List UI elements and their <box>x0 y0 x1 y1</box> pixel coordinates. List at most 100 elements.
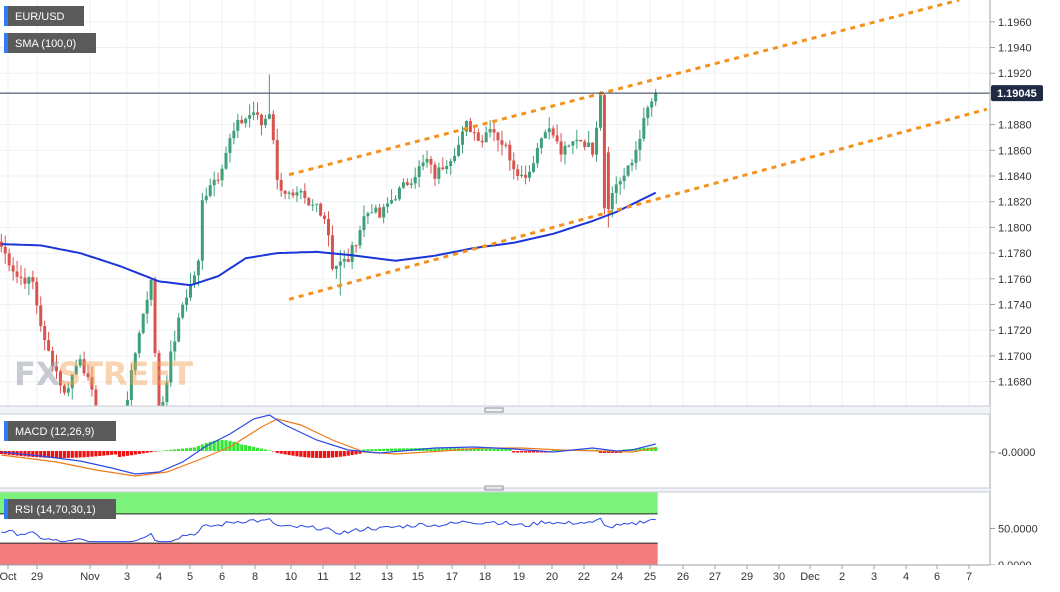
macd-histogram-bar <box>492 448 496 451</box>
candle-body <box>583 141 587 147</box>
candle-body <box>531 163 535 172</box>
instrument-badge-label[interactable]: EUR/USD <box>15 11 65 23</box>
sma-badge-label[interactable]: SMA (100,0) <box>15 38 76 50</box>
macd-histogram-bar <box>322 451 327 458</box>
macd-histogram-bar <box>362 449 366 451</box>
macd-histogram-bar <box>539 451 543 453</box>
macd-histogram-bar <box>110 451 114 455</box>
candle-body <box>177 317 181 342</box>
macd-histogram-bar <box>279 451 283 454</box>
price-axis-label: 1.1880 <box>998 120 1032 132</box>
time-axis-label: 3 <box>871 571 877 583</box>
candle-body <box>330 235 334 269</box>
candle-body <box>31 277 35 282</box>
candle-body <box>192 275 196 285</box>
price-axis-label: 1.1680 <box>998 377 1032 389</box>
candle-body <box>374 207 378 213</box>
macd-histogram-bar <box>165 450 169 451</box>
candle-body <box>208 185 212 196</box>
macd-histogram-bar <box>102 451 106 456</box>
pane-resize-handle[interactable] <box>484 407 504 413</box>
candle-body <box>626 165 630 176</box>
macd-histogram-bar <box>555 449 559 451</box>
macd-histogram-bar <box>181 448 185 451</box>
macd-histogram-bar <box>354 451 358 455</box>
candle-body <box>220 168 224 181</box>
macd-histogram-bar <box>303 451 307 458</box>
candle-body <box>543 132 547 139</box>
candle-body <box>279 179 283 191</box>
macd-histogram-bar <box>78 451 82 458</box>
time-axis-label: 22 <box>578 571 590 583</box>
candle-body <box>137 332 141 354</box>
candle-body <box>47 340 51 351</box>
candle-body <box>547 128 551 133</box>
macd-histogram-bar <box>338 451 342 457</box>
candle-body <box>256 112 260 115</box>
candle-body <box>484 132 488 143</box>
candle-body <box>362 216 366 231</box>
candle-body <box>441 167 445 170</box>
macd-histogram-bar <box>476 448 480 451</box>
candle-body <box>610 192 614 210</box>
candle-body <box>66 388 70 393</box>
candle-body <box>15 271 19 277</box>
macd-histogram-bar <box>311 451 315 458</box>
rsi-badge-label[interactable]: RSI (14,70,30,1) <box>15 504 96 516</box>
channel-lower-line <box>288 107 988 301</box>
macd-histogram-bar <box>200 444 204 451</box>
candle-body <box>189 284 193 298</box>
time-axis-label: 10 <box>285 571 297 583</box>
price-axis-label: 1.1780 <box>998 248 1032 260</box>
candle-body <box>252 112 256 116</box>
main-plot-bg <box>0 0 990 406</box>
candle-body <box>196 260 200 276</box>
macd-histogram-bar <box>425 448 429 451</box>
candle-body <box>591 142 595 155</box>
macd-line <box>1 414 656 475</box>
macd-histogram-bar <box>500 449 504 451</box>
candle-body <box>598 95 602 128</box>
time-axis-label: 29 <box>741 571 753 583</box>
candle-body <box>54 366 58 372</box>
macd-histogram-bar <box>299 451 303 457</box>
rsi-badge-accent <box>4 499 8 519</box>
macd-histogram-bar <box>504 449 508 451</box>
candle-body <box>169 351 173 383</box>
price-axis-label: 1.1920 <box>998 68 1032 80</box>
macd-histogram-bar <box>196 446 200 451</box>
candle-body <box>11 265 15 272</box>
macd-histogram-bar <box>216 440 220 451</box>
candle-body <box>587 142 591 147</box>
macd-histogram-bar <box>602 451 607 453</box>
candle-body <box>82 359 86 374</box>
candle-body <box>204 195 208 201</box>
time-axis-label: 6 <box>219 571 225 583</box>
candle-body <box>3 246 7 254</box>
macd-histogram-bar <box>468 448 472 451</box>
macd-histogram-bar <box>35 451 39 458</box>
candle-body <box>323 215 327 219</box>
macd-histogram-bar <box>141 451 145 454</box>
macd-histogram-bar <box>157 451 161 452</box>
macd-histogram-bar <box>535 451 540 453</box>
candle-body <box>480 140 484 143</box>
time-axis-label: Dec <box>800 571 820 583</box>
candle-body <box>453 155 457 162</box>
macd-histogram-bar <box>638 448 642 451</box>
candle-body <box>216 179 220 181</box>
candle-body <box>528 171 532 178</box>
macd-histogram-bar <box>74 451 78 458</box>
candle-body <box>259 114 263 126</box>
candle-body <box>58 371 62 386</box>
candle-body <box>386 203 390 207</box>
time-axis-label: 6 <box>934 571 940 583</box>
candle-body <box>449 161 453 166</box>
pane-resize-handle[interactable] <box>484 485 504 491</box>
candle-body <box>263 118 267 126</box>
macd-histogram-bar <box>449 448 453 451</box>
macd-histogram-bar <box>133 451 137 455</box>
macd-badge-label[interactable]: MACD (12,26,9) <box>15 426 94 438</box>
macd-histogram-bar <box>358 451 362 454</box>
price-axis-label: 1.1840 <box>998 171 1032 183</box>
